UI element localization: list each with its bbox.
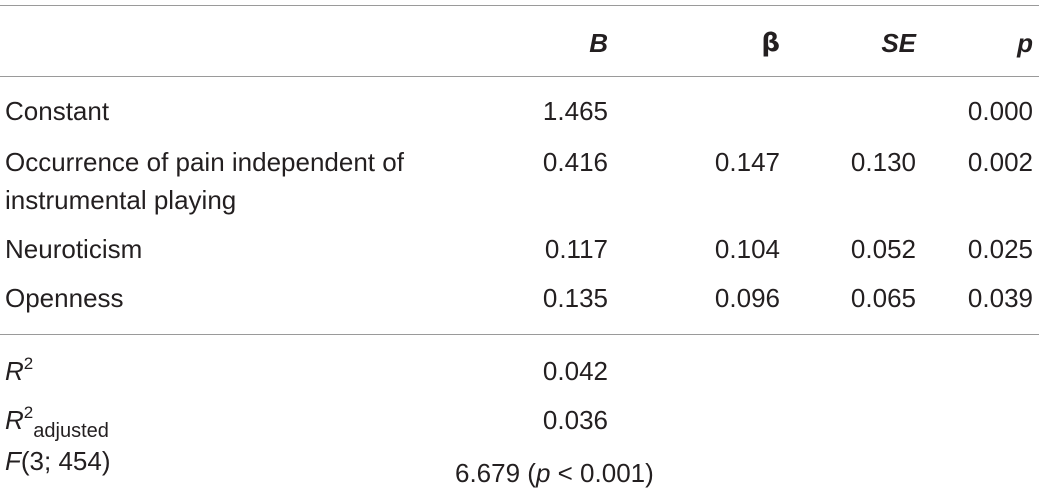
cell-b: 0.135 [542, 283, 608, 313]
r2-adjusted-sup: 2 [23, 403, 34, 422]
r2-adjusted-sub: adjusted [33, 420, 109, 442]
cell-p: 0.000 [967, 96, 1033, 126]
r2-adjusted-value: 0.036 [542, 405, 608, 435]
cell-beta: 0.096 [714, 283, 780, 313]
cell-b: 1.465 [542, 96, 608, 126]
f-value-prefix: 6.679 ( [455, 458, 536, 488]
row-label: Neuroticism [5, 234, 143, 264]
cell-beta: 0.147 [714, 147, 780, 177]
r2-adjusted-label: R2adjusted [5, 403, 109, 442]
cell-p: 0.039 [967, 283, 1033, 313]
f-symbol: F [5, 446, 21, 476]
r2-value: 0.042 [542, 356, 608, 386]
header-b: B [589, 28, 608, 58]
row-label: Openness [5, 283, 124, 313]
header-p: p [1017, 28, 1033, 58]
row-label-line2: instrumental playing [5, 185, 237, 215]
cell-p: 0.002 [967, 147, 1033, 177]
r2-adjusted-symbol: R [5, 405, 24, 435]
f-value: 6.679 (p < 0.001) [455, 458, 654, 488]
cell-b: 0.117 [544, 234, 608, 264]
r2-sup: 2 [23, 354, 34, 373]
row-label: Constant [5, 96, 110, 126]
cell-se: 0.052 [850, 234, 916, 264]
f-args: (3; 454) [20, 446, 111, 476]
cell-p: 0.025 [967, 234, 1033, 264]
cell-se: 0.130 [850, 147, 916, 177]
top-rule [0, 5, 1039, 6]
r2-symbol: R [5, 356, 24, 386]
f-value-suffix: < 0.001) [550, 458, 654, 488]
row-label-line1: Occurrence of pain independent of [5, 147, 404, 177]
cell-beta: 0.104 [714, 234, 780, 264]
f-value-p: p [535, 458, 551, 488]
header-se: SE [881, 28, 916, 58]
header-beta: β [761, 28, 780, 58]
header-rule [0, 76, 1039, 77]
cell-b: 0.416 [542, 147, 608, 177]
f-label: F(3; 454) [5, 446, 111, 476]
r2-label: R2 [5, 354, 34, 390]
cell-se: 0.065 [850, 283, 916, 313]
summary-rule [0, 334, 1039, 335]
